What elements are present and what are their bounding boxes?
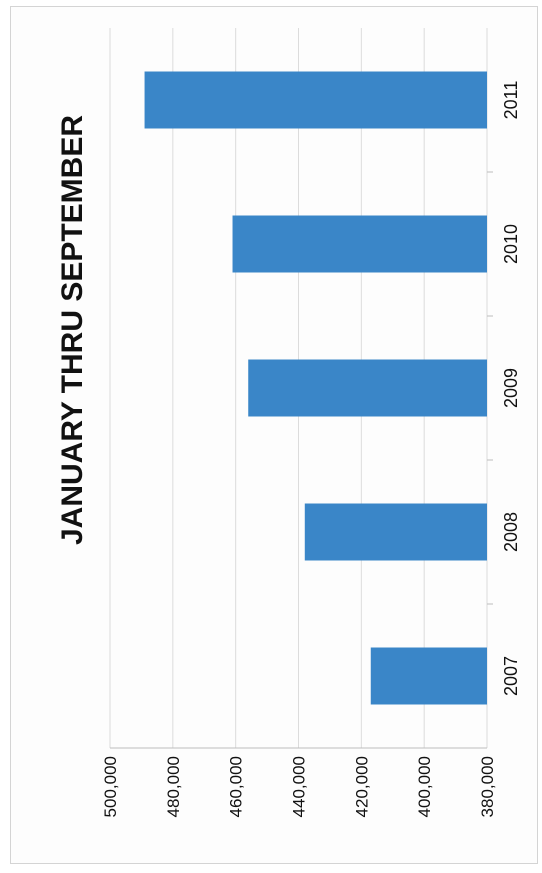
- category-label-2010: 2010: [501, 224, 521, 264]
- bar-2011: [145, 72, 487, 129]
- value-tick-label: 420,000: [352, 756, 371, 817]
- value-tick-label: 400,000: [415, 756, 434, 817]
- category-label-2009: 2009: [501, 368, 521, 408]
- value-axis-ticks: 380,000 400,000 420,000 440,000 460,000 480,0…: [101, 756, 497, 817]
- category-label-2007: 2007: [501, 656, 521, 696]
- category-label-2011: 2011: [501, 81, 521, 120]
- category-label-2008: 2008: [501, 512, 521, 552]
- category-labels: 2007 2008 2009 2010 2011: [501, 81, 521, 696]
- bar-2009: [248, 360, 487, 417]
- value-tick-label: 440,000: [290, 756, 309, 817]
- bar-2008: [305, 504, 487, 561]
- value-tick-label: 500,000: [101, 756, 120, 817]
- bar-2007: [371, 648, 487, 705]
- bars: [145, 72, 487, 705]
- value-tick-label: 460,000: [227, 756, 246, 817]
- chart-title: JANUARY THRU SEPTEMBER: [56, 115, 89, 545]
- value-tick-label: 380,000: [478, 756, 497, 817]
- value-tick-label: 480,000: [164, 756, 183, 817]
- bar-2010: [233, 216, 487, 273]
